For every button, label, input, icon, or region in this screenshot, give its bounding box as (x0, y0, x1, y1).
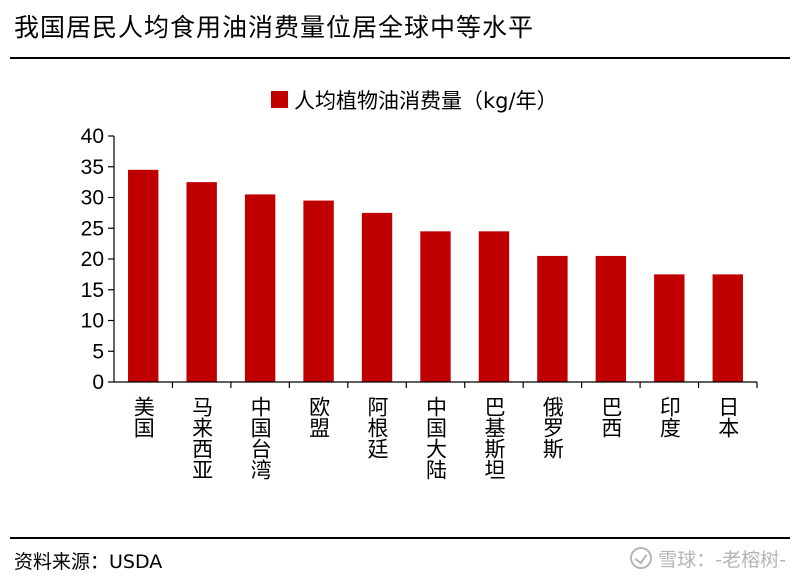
watermark-text: 雪球：-老榕树- (658, 549, 786, 571)
bar (595, 255, 627, 382)
y-tick-label: 15 (81, 279, 104, 302)
bar (186, 182, 217, 382)
page-title: 我国居民人均食用油消费量位居全球中等水平 (14, 13, 535, 42)
bar (420, 231, 451, 382)
y-tick-label: 35 (81, 156, 104, 179)
footer-divider (10, 537, 790, 539)
watermark: 雪球：-老榕树- (630, 545, 786, 572)
source-note: 资料来源：USDA (14, 551, 163, 573)
bar (303, 200, 334, 382)
y-tick-label: 0 (92, 371, 104, 394)
x-tick-label: 美国 (131, 396, 155, 438)
x-tick-label: 马来西亚 (190, 396, 214, 480)
x-tick-label: 巴西 (599, 396, 623, 438)
y-tick-label: 5 (92, 340, 104, 363)
y-tick-label: 20 (81, 248, 104, 271)
x-tick-label: 中国台湾 (248, 396, 272, 480)
x-axis: 美国 马来西亚 中国台湾 欧盟 阿根廷 中国大陆 巴基斯坦 俄罗斯 巴西 印度 日本 (114, 381, 758, 480)
y-tick-label: 25 (81, 217, 104, 240)
bar (712, 274, 743, 382)
bar (537, 255, 568, 382)
x-tick-label: 俄罗斯 (540, 396, 564, 459)
bar (478, 231, 510, 382)
legend: 人均植物油消费量（kg/年） (271, 89, 558, 113)
x-tick-label: 日本 (716, 396, 740, 438)
bar (654, 274, 685, 382)
x-tick-label: 欧盟 (307, 396, 331, 438)
x-tick-label: 巴基斯坦 (482, 396, 506, 480)
x-tick-label: 阿根廷 (365, 396, 389, 459)
legend-swatch (271, 91, 288, 108)
bar (244, 194, 276, 382)
y-tick-label: 40 (81, 125, 104, 148)
x-tick-label: 印度 (657, 396, 681, 438)
bar (128, 169, 159, 382)
legend-label: 人均植物油消费量（kg/年） (294, 89, 558, 113)
x-tick-label: 中国大陆 (424, 396, 448, 480)
y-tick-label: 10 (81, 310, 104, 333)
y-tick-label: 30 (81, 187, 104, 210)
y-axis: 0 5 10 15 20 25 30 35 40 (81, 125, 115, 394)
title-divider (10, 57, 790, 59)
bars (128, 169, 743, 382)
bar (361, 212, 393, 382)
snowball-logo-icon (630, 547, 653, 569)
